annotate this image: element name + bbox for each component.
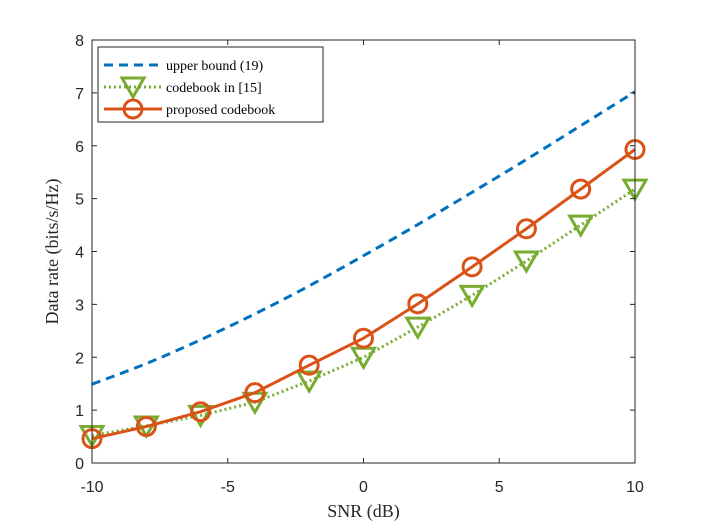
data-point-proposed-codebook [407,293,429,315]
x-tick-label: 5 [495,479,504,496]
x-tick-label: -5 [221,479,235,496]
x-tick-label: -10 [80,479,103,496]
x-tick-label: 0 [359,479,368,496]
legend-label: codebook in [15] [166,81,262,96]
data-point-codebook-in-15 [512,250,541,275]
data-point-proposed-codebook [515,218,537,240]
series-proposed-codebook [81,138,646,450]
y-tick-label: 2 [75,350,84,367]
y-tick-label: 8 [75,33,84,50]
legend: upper bound (19) codebook in [15] proposed… [97,46,324,123]
data-point-proposed-codebook [353,327,374,349]
legend-entries: upper bound (19) codebook in [15] proposed… [104,59,275,120]
y-tick-label: 0 [75,456,84,473]
y-axis-title: Data rate (bits/s/Hz) [42,179,63,325]
legend-entry-codebook-in-15: codebook in [15] [104,76,262,100]
data-point-proposed-codebook [570,178,592,200]
series-line-proposed-codebook [91,148,636,441]
y-tick-label: 4 [75,245,84,262]
series-upper-bound-19 [91,90,636,386]
data-point-proposed-codebook [135,416,157,438]
legend-label: upper bound (19) [166,59,264,74]
y-tick-label: 7 [75,86,84,103]
data-point-proposed-codebook [461,256,483,278]
series-line-upper-bound-19 [91,90,636,386]
legend-swatch-marker [122,98,144,120]
data-point-codebook-in-15 [458,284,486,309]
legend-label: proposed codebook [166,103,275,118]
legend-entry-upper-bound-19: upper bound (19) [104,59,264,74]
legend-entry-proposed-codebook: proposed codebook [104,98,275,120]
data-point-codebook-in-15 [404,316,432,341]
data-point-codebook-in-15 [186,404,215,429]
y-tick-label: 1 [75,403,84,420]
legend-swatch-marker [119,76,147,100]
data-point-codebook-in-15 [295,370,323,395]
data-point-proposed-codebook [298,354,320,376]
x-axis-title: SNR (dB) [327,501,400,522]
x-axis: -10 -5 0 5 10 [80,40,644,496]
data-point-codebook-in-15 [567,214,595,239]
y-tick-label: 6 [75,139,84,156]
y-axis: 0 1 2 3 4 5 6 7 8 [75,33,635,473]
data-point-proposed-codebook [190,401,212,423]
data-point-proposed-codebook [244,382,266,404]
y-tick-label: 5 [75,192,84,209]
x-tick-label: 10 [626,479,644,496]
y-tick-label: 3 [75,297,84,314]
